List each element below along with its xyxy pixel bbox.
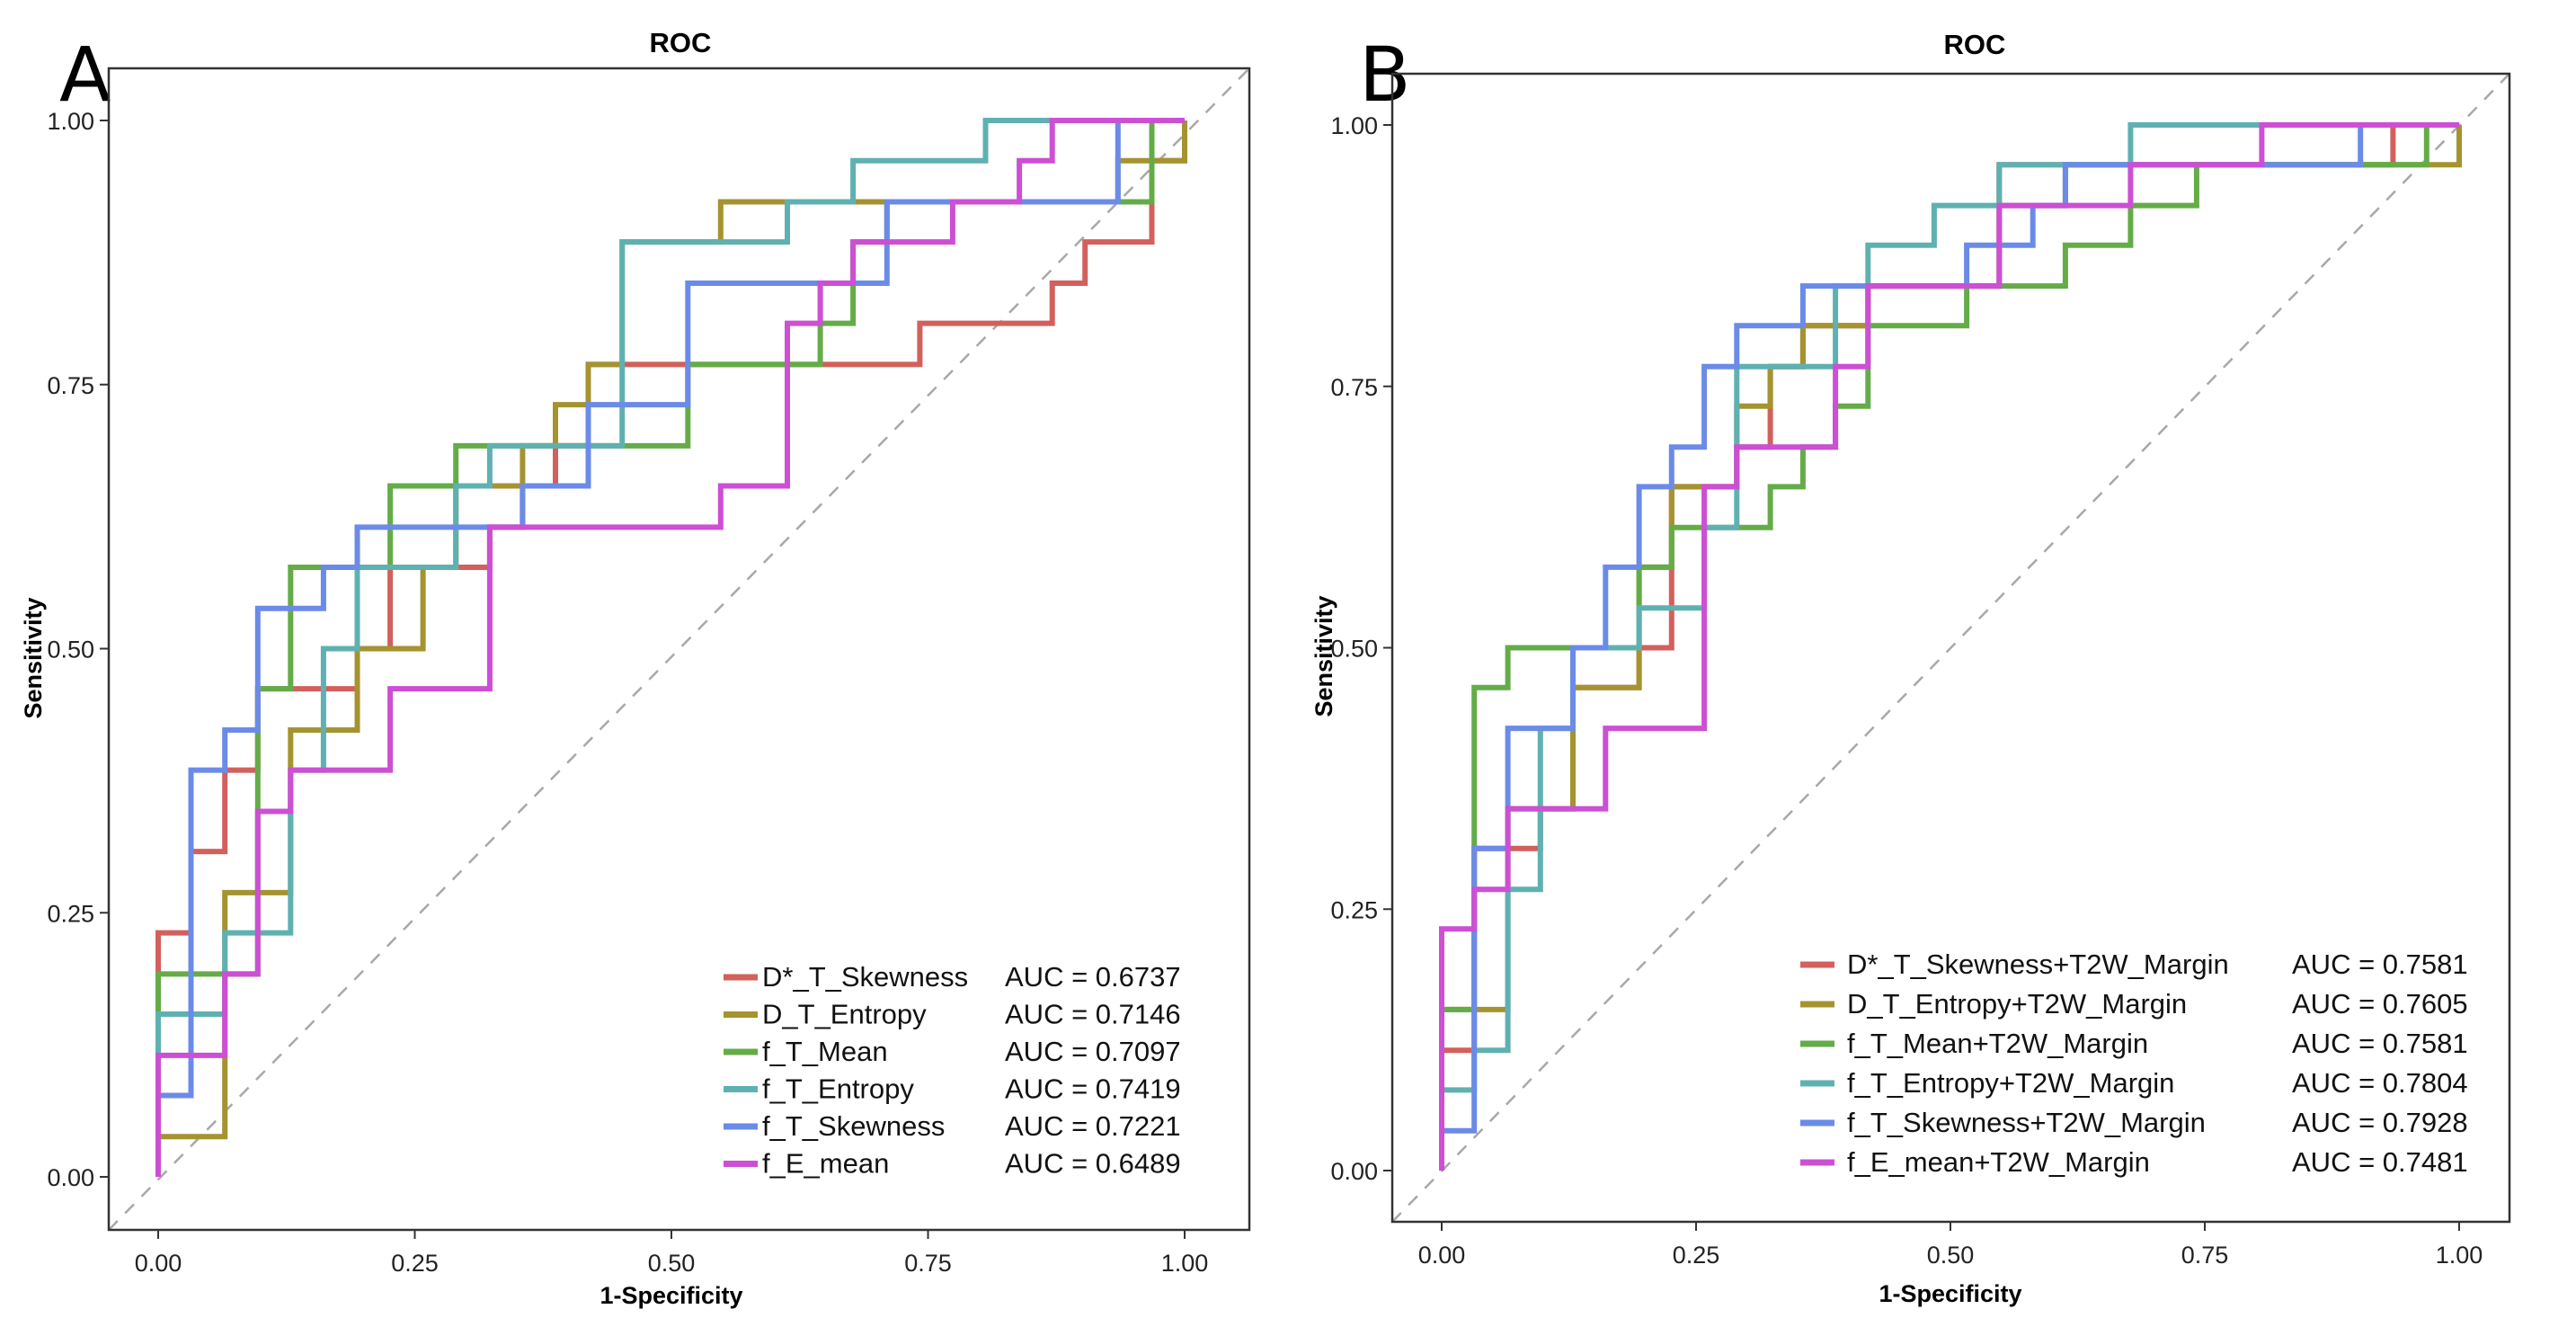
plot-area-b: 0.00 0.25 0.50 0.75 1.00 0.00 0.25 0.50 0.75 1.00… xyxy=(1330,72,2511,1269)
y-tick-label: 1.00 xyxy=(1330,112,1378,139)
legend-label: D*_T_Skewness xyxy=(762,961,968,993)
y-tick-label: 0.75 xyxy=(47,372,94,399)
roc-panel-b: B ROC 1-Specificity Sensitivity 0.00 0.25… xyxy=(1310,29,2511,1307)
y-tick-label: 1.00 xyxy=(47,108,94,135)
roc-curve-6 xyxy=(1439,122,2459,1171)
x-tick-label: 0.50 xyxy=(1927,1242,1975,1269)
x-tick-label: 0.75 xyxy=(2181,1242,2229,1269)
legend-auc: AUC = 0.7928 xyxy=(2292,1107,2468,1138)
chart-title-b: ROC xyxy=(1944,29,2006,60)
chart-title-a: ROC xyxy=(650,27,712,58)
roc-curve-6 xyxy=(155,118,1185,1177)
reference-diagonal-line xyxy=(108,67,1250,1231)
y-tick-label: 0.50 xyxy=(1330,636,1378,663)
legend-auc: AUC = 0.7146 xyxy=(1005,999,1181,1030)
legend-label: f_T_Entropy+T2W_Margin xyxy=(1847,1067,2174,1099)
x-tick-label: 0.25 xyxy=(1673,1242,1720,1269)
legend-auc: AUC = 0.7097 xyxy=(1005,1036,1181,1067)
legend-label: f_E_mean xyxy=(762,1148,889,1180)
y-tick-label: 0.25 xyxy=(47,900,94,927)
y-axis-title-b: Sensitivity xyxy=(1310,595,1337,717)
legend-label: f_T_Skewness+T2W_Margin xyxy=(1847,1107,2206,1138)
roc-panel-a: A ROC 1-Specificity Sensitivity 0.00 0.25… xyxy=(20,27,1251,1309)
legend-label: D_T_Entropy+T2W_Margin xyxy=(1847,988,2187,1020)
legend-auc: AUC = 0.7221 xyxy=(1005,1110,1181,1142)
x-axis-title-a: 1-Specificity xyxy=(600,1282,742,1309)
legend-label: f_T_Entropy xyxy=(762,1073,914,1105)
legend-auc: AUC = 0.6489 xyxy=(1005,1148,1181,1180)
plot-area-a: 0.00 0.25 0.50 0.75 1.00 0.00 0.25 0.50 0.75 1.00… xyxy=(47,67,1251,1277)
legend-auc: AUC = 0.7481 xyxy=(2292,1146,2468,1178)
legend-label: f_E_mean+T2W_Margin xyxy=(1847,1146,2150,1178)
legend-auc: AUC = 0.7419 xyxy=(1005,1073,1181,1105)
roc-curve-5 xyxy=(155,118,1185,1177)
y-tick-label: 0.25 xyxy=(1330,896,1378,923)
panel-label-a: A xyxy=(59,31,111,119)
legend-label: f_T_Mean xyxy=(762,1036,888,1067)
x-tick-label: 0.50 xyxy=(648,1250,696,1277)
x-axis-title-b: 1-Specificity xyxy=(1879,1280,2021,1307)
roc-curve-4 xyxy=(155,118,1185,1177)
x-tick-label: 0.25 xyxy=(391,1250,439,1277)
legend-label: D*_T_Skewness+T2W_Margin xyxy=(1847,948,2229,980)
reference-diagonal-line xyxy=(1391,73,2510,1223)
x-tick-label: 0.75 xyxy=(904,1250,952,1277)
legend-label: f_T_Skewness xyxy=(762,1110,945,1142)
y-tick-label: 0.00 xyxy=(1330,1158,1378,1185)
legend: D*_T_Skewness AUC = 0.6737 D_T_Entropy AUC … xyxy=(724,961,1181,1180)
y-tick-label: 0.75 xyxy=(1330,374,1378,401)
legend-label: D_T_Entropy xyxy=(762,999,927,1030)
legend-auc: AUC = 0.7581 xyxy=(2292,948,2468,980)
legend: D*_T_Skewness+T2W_Margin AUC = 0.7581 D_T_… xyxy=(1800,948,2468,1178)
x-tick-label: 0.00 xyxy=(135,1250,182,1277)
x-tick-label: 1.00 xyxy=(2436,1242,2483,1269)
legend-auc: AUC = 0.7804 xyxy=(2292,1067,2468,1099)
legend-auc: AUC = 0.7605 xyxy=(2292,988,2468,1020)
legend-auc: AUC = 0.7581 xyxy=(2292,1028,2468,1059)
legend-auc: AUC = 0.6737 xyxy=(1005,961,1181,993)
x-tick-label: 0.00 xyxy=(1418,1242,1466,1269)
x-tick-label: 1.00 xyxy=(1161,1250,1209,1277)
y-tick-label: 0.00 xyxy=(47,1164,94,1191)
legend-label: f_T_Mean+T2W_Margin xyxy=(1847,1028,2148,1059)
y-axis-title-a: Sensitivity xyxy=(20,597,47,718)
y-tick-label: 0.50 xyxy=(47,637,94,663)
